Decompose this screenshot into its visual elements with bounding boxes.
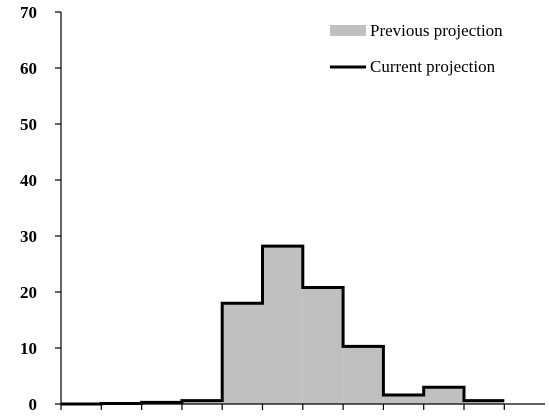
y-tick-label: 20 bbox=[20, 283, 37, 302]
y-tick-label: 10 bbox=[20, 339, 37, 358]
bar-previous-3 bbox=[181, 400, 223, 404]
legend-swatch-previous bbox=[330, 25, 366, 36]
y-tick-label: 70 bbox=[20, 3, 37, 22]
bar-previous-10 bbox=[464, 400, 505, 404]
y-ticks: 0 10 20 30 40 50 60 70 bbox=[20, 3, 61, 414]
y-tick-label: 50 bbox=[20, 115, 37, 134]
bars-layer bbox=[101, 246, 505, 404]
y-tick-label: 0 bbox=[29, 395, 38, 414]
bar-previous-8 bbox=[383, 395, 424, 404]
bar-previous-4 bbox=[222, 303, 263, 404]
legend: Previous projection Current projection bbox=[330, 21, 503, 76]
bar-previous-9 bbox=[423, 387, 464, 404]
legend-label-current: Current projection bbox=[370, 57, 496, 76]
x-ticks bbox=[60, 404, 505, 410]
y-tick-label: 30 bbox=[20, 227, 37, 246]
outline-layer bbox=[61, 244, 505, 406]
step-line-current bbox=[61, 244, 505, 406]
bar-previous-6 bbox=[302, 287, 344, 404]
y-tick-label: 40 bbox=[20, 171, 37, 190]
y-tick-label: 60 bbox=[20, 59, 37, 78]
legend-label-previous: Previous projection bbox=[370, 21, 503, 40]
bar-previous-5 bbox=[262, 246, 303, 404]
bar-previous-7 bbox=[343, 346, 384, 404]
